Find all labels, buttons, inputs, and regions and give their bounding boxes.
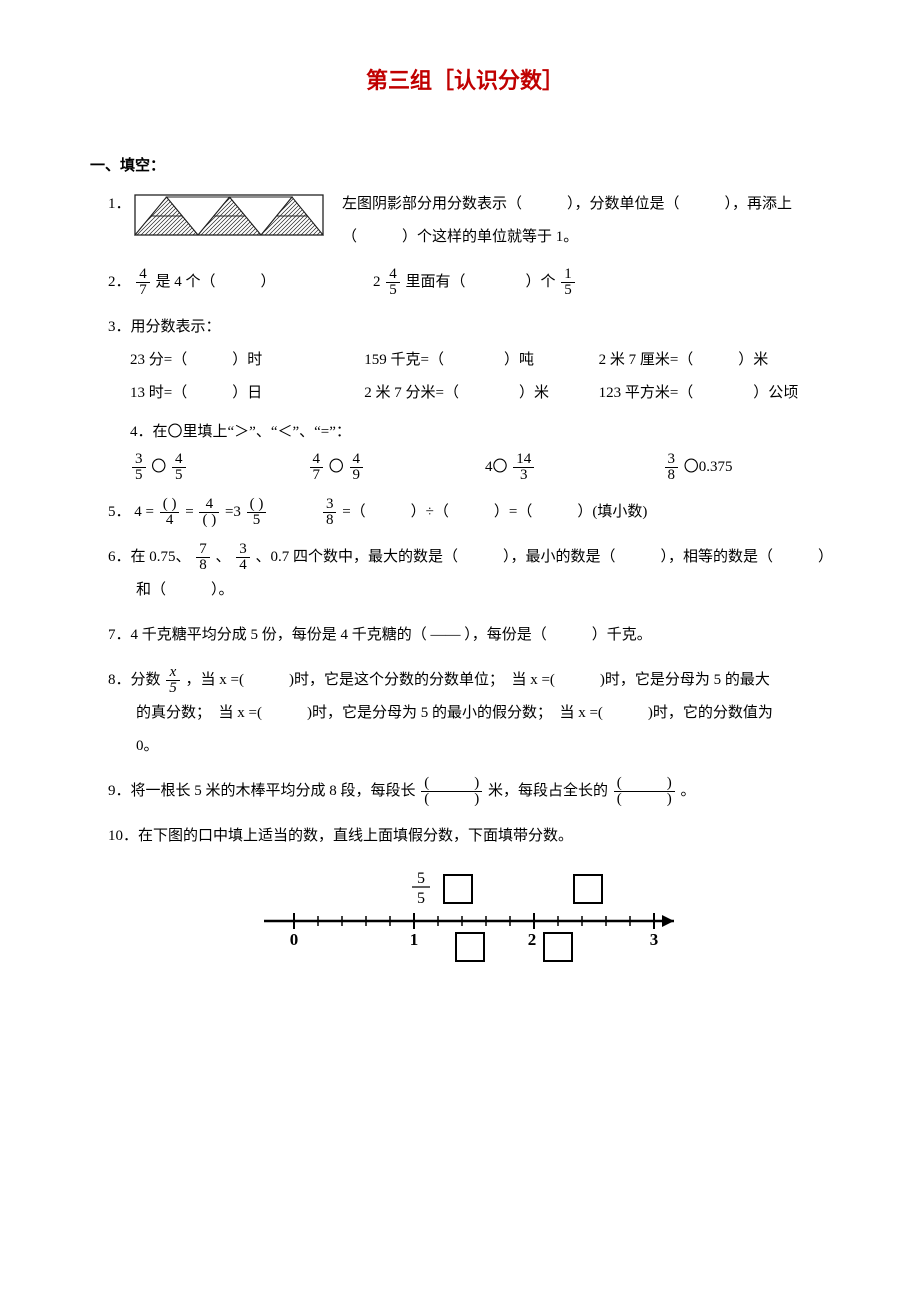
- q5-lhs: 4 =: [134, 504, 154, 520]
- q10-text: 10．在下图的口中填上适当的数，直线上面填假分数，下面填带分数。: [108, 820, 840, 853]
- q3-r2b: 2 米 7 分米=（ ）米: [364, 377, 598, 410]
- q2-num: 2．: [108, 274, 131, 290]
- q1-text-2: （ ）个这样的单位就等于 1。: [342, 229, 578, 245]
- q2-frac1: 4 7: [136, 267, 150, 300]
- question-5: 5． 4 = ( )4 = 4( ) =3 ( )5 38 =（ ）÷（ ）=（…: [108, 496, 840, 529]
- q3-r1c: 2 米 7 厘米=（ ）米: [599, 344, 833, 377]
- svg-text:3: 3: [650, 930, 659, 949]
- question-2: 2． 4 7 是 4 个（ ） 2 4 5 里面有（ ）个 1 5: [108, 266, 840, 299]
- q1-figure: [134, 194, 324, 249]
- q1-num: 1．: [108, 188, 131, 221]
- svg-text:2: 2: [528, 930, 537, 949]
- q3-r1b: 159 千克=（ ）吨: [364, 344, 598, 377]
- q3-r2c: 123 平方米=（ ）公顷: [599, 377, 833, 410]
- q4-b: 47 〇 49: [308, 451, 486, 484]
- q6-t1: 、0.7 四个数中，最大的数是（ ），最小的数是（ ），相等的数是（ ）: [256, 549, 834, 565]
- svg-text:5: 5: [417, 870, 425, 887]
- q4-d: 38 〇0.375: [663, 451, 841, 484]
- q2-frac2: 1 5: [561, 267, 575, 300]
- q8-num: 8．分数: [108, 672, 161, 688]
- q5-tail: =（ ）÷（ ）=（ ）(填小数): [342, 504, 647, 520]
- document-title: 第三组［认识分数］: [90, 60, 840, 102]
- question-8: 8．分数 x5 ，当 x =( )时，它是这个分数的分数单位； 当 x =( )…: [108, 664, 840, 763]
- svg-text:0: 0: [290, 930, 299, 949]
- q3-r1a: 23 分=（ ）时: [130, 344, 364, 377]
- q4-a: 35 〇 45: [130, 451, 308, 484]
- question-3: 3．用分数表示： 23 分=（ ）时 159 千克=（ ）吨 2 米 7 厘米=…: [108, 311, 840, 484]
- q3-head: 3．用分数表示：: [108, 311, 840, 344]
- q8-t2: 的真分数； 当 x =( )时，它是分母为 5 的最小的假分数； 当 x =( …: [136, 697, 840, 730]
- q1-text-1: 左图阴影部分用分数表示（ ），分数单位是（ ），再添上: [342, 196, 792, 212]
- q5-num: 5．: [108, 504, 131, 520]
- q6-num: 6．在 0.75、: [108, 549, 191, 565]
- question-6: 6．在 0.75、 78 、 34 、0.7 四个数中，最大的数是（ ），最小的…: [108, 541, 840, 607]
- q3-r2a: 13 时=（ ）日: [130, 377, 364, 410]
- section-1-head: 一、填空：: [90, 152, 840, 181]
- q10-numberline: 5 5 0 1 2 3: [244, 863, 704, 973]
- q6-t2: 和（ ）。: [136, 574, 840, 607]
- q9-num: 9．将一根长 5 米的木棒平均分成 8 段，每段长: [108, 783, 416, 799]
- q8-t3: 0。: [136, 730, 840, 763]
- question-9: 9．将一根长 5 米的木棒平均分成 8 段，每段长 ( )( ) 米，每段占全长…: [108, 775, 840, 808]
- question-10: 10．在下图的口中填上适当的数，直线上面填假分数，下面填带分数。 5 5 0 1…: [108, 820, 840, 973]
- q2-mixed-frac: 4 5: [386, 267, 400, 300]
- q4-c: 4〇 143: [485, 451, 663, 484]
- q2-t1: 是 4 个（ ）: [156, 274, 276, 290]
- svg-text:5: 5: [417, 890, 425, 907]
- q9-mid: 米，每段占全长的: [488, 783, 608, 799]
- q2-t2: 里面有（ ）个: [406, 274, 556, 290]
- q4-head: 4．在〇里填上“＞”、“＜”、“=”：: [130, 416, 840, 449]
- q2-mixed-whole: 2: [373, 274, 381, 290]
- q9-end: 。: [681, 783, 696, 799]
- question-7: 7．4 千克糖平均分成 5 份，每份是 4 千克糖的（ —— ），每份是（ ）千…: [108, 619, 840, 652]
- svg-text:1: 1: [410, 930, 419, 949]
- q8-t1: ，当 x =( )时，它是这个分数的分数单位； 当 x =( )时，它是分母为 …: [186, 672, 770, 688]
- question-1: 1．: [108, 188, 840, 254]
